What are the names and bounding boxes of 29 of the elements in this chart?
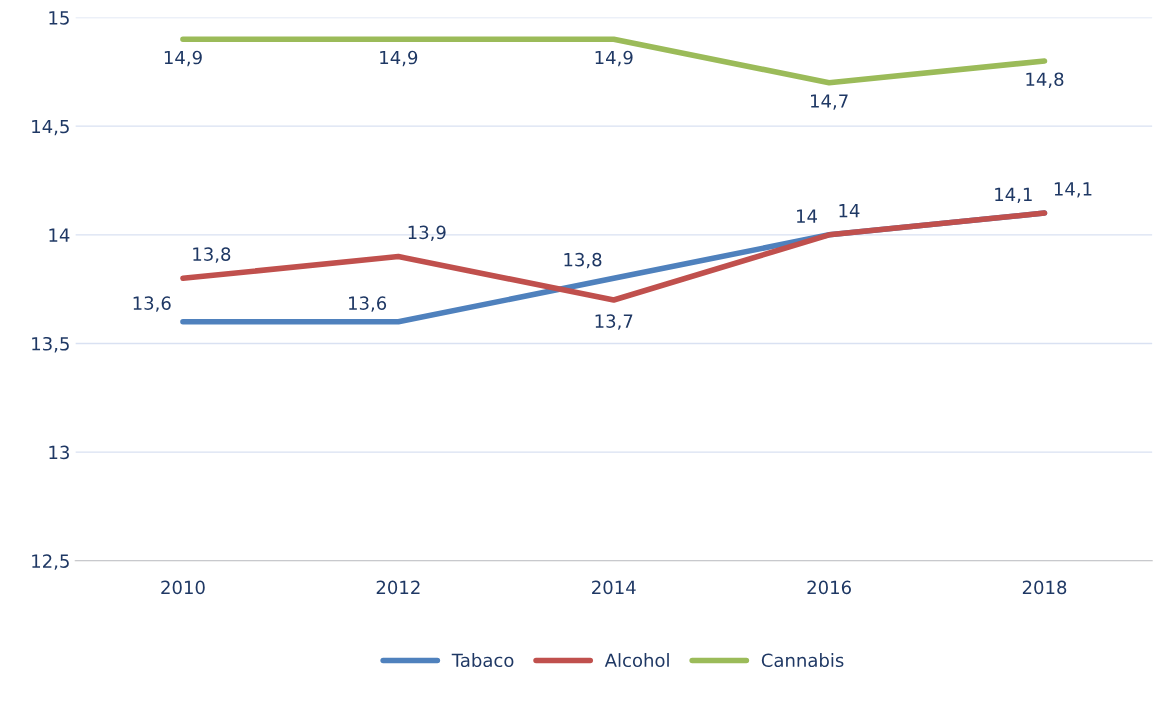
data-label: 14,9 [164,50,202,67]
data-label: 14 [797,209,817,223]
data-label: 13,6 [349,296,387,312]
data-label: 13,6 [133,296,171,312]
data-label: 14,9 [380,50,418,67]
legend-label: Alcohol [604,653,669,668]
legend-label: Tabaco [451,653,514,668]
x-tick-label: 2016 [807,580,851,595]
data-label: 13,8 [564,252,602,269]
y-tick-label: 13,5 [32,336,69,353]
data-label: 14,8 [1026,72,1064,88]
y-tick-label: 12,5 [32,554,69,570]
data-label: 14,7 [811,94,848,110]
data-label: 14,1 [1054,182,1092,198]
y-tick-label: 14 [49,228,70,242]
data-label: 14,1 [995,187,1032,204]
x-tick-label: 2010 [161,580,205,595]
x-tick-label: 2014 [592,580,636,595]
legend-label: Cannabis [761,653,844,668]
data-label: 14,9 [595,50,633,67]
data-label: 13,7 [595,314,633,330]
data-label: 14 [839,204,860,218]
y-tick-label: 14,5 [32,119,69,136]
y-tick-label: 15 [49,11,69,25]
y-tick-label: 13 [49,445,69,460]
x-tick-label: 2012 [376,580,420,595]
data-label: 13,8 [193,247,231,263]
x-tick-label: 2018 [1022,580,1067,595]
data-label: 13,9 [408,225,446,242]
